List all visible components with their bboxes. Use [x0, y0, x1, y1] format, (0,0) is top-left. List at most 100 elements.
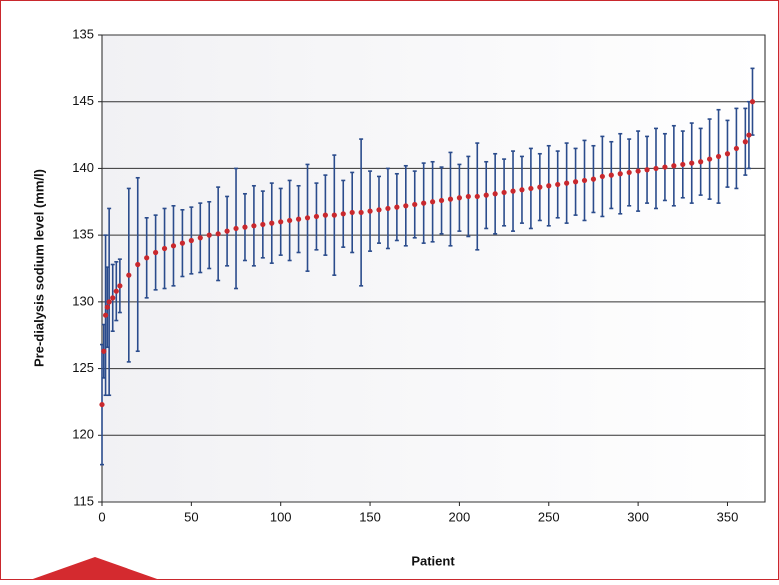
data-point — [110, 295, 116, 301]
data-point — [564, 180, 570, 186]
y-tick-label: 115 — [73, 493, 94, 508]
data-point — [635, 168, 641, 174]
x-tick-label: 150 — [359, 509, 381, 524]
data-point — [251, 223, 257, 229]
y-tick-label: 145 — [72, 93, 94, 108]
data-point — [224, 228, 230, 234]
data-point — [295, 216, 302, 222]
data-point — [153, 249, 159, 256]
data-point — [680, 161, 686, 168]
data-point — [510, 188, 516, 194]
data-point — [394, 204, 400, 210]
data-point — [617, 171, 623, 177]
y-axis-label: Pre-dialysis sodium level (mm/l) — [31, 169, 46, 367]
data-point — [438, 197, 445, 204]
data-point — [322, 212, 328, 218]
data-point — [113, 288, 119, 294]
data-point — [269, 220, 275, 226]
data-point — [260, 221, 266, 228]
data-point — [170, 243, 177, 249]
data-point — [430, 199, 436, 205]
data-point — [233, 225, 239, 232]
x-axis-label: Patient — [411, 553, 455, 568]
data-point — [546, 183, 552, 189]
y-tick-label: 140 — [72, 160, 94, 175]
data-point — [287, 217, 293, 224]
x-tick-label: 200 — [449, 509, 471, 524]
data-point — [313, 213, 320, 220]
data-point — [421, 200, 427, 206]
data-point — [135, 261, 141, 268]
data-point — [331, 212, 337, 218]
data-point — [742, 139, 748, 145]
data-point — [715, 153, 722, 160]
data-point — [501, 189, 507, 196]
data-point — [197, 235, 203, 241]
data-point — [340, 211, 346, 217]
data-point — [99, 401, 105, 408]
data-point — [698, 159, 704, 165]
data-point — [102, 312, 109, 318]
data-point — [385, 205, 391, 212]
data-point — [376, 207, 382, 213]
x-tick-label: 0 — [98, 509, 105, 524]
data-point — [626, 169, 632, 176]
data-point — [179, 240, 186, 246]
data-point — [689, 160, 695, 166]
x-tick-label: 250 — [538, 509, 560, 524]
data-point — [106, 299, 112, 305]
data-point — [528, 185, 534, 192]
data-point — [724, 151, 731, 157]
data-point — [101, 348, 107, 354]
data-point — [537, 184, 543, 190]
data-point — [707, 156, 713, 162]
data-point — [599, 173, 605, 180]
x-tick-label: 50 — [184, 509, 198, 524]
data-point — [349, 209, 355, 216]
data-point — [456, 195, 463, 201]
x-tick-label: 100 — [270, 509, 292, 524]
data-point — [358, 209, 364, 216]
y-tick-label: 130 — [72, 293, 94, 308]
data-point — [474, 193, 480, 200]
data-point — [555, 181, 561, 188]
data-point — [662, 164, 668, 170]
data-point — [492, 191, 498, 197]
data-point — [749, 99, 756, 105]
data-point — [644, 167, 650, 173]
data-point — [581, 177, 588, 184]
y-tick-label: 125 — [72, 360, 94, 375]
data-point — [104, 304, 110, 310]
data-point — [483, 192, 489, 198]
data-point — [215, 231, 221, 237]
data-point — [144, 255, 150, 261]
data-point — [403, 203, 409, 209]
data-point — [465, 193, 471, 200]
data-point — [412, 201, 418, 208]
data-point — [161, 245, 168, 252]
data-point — [519, 187, 525, 193]
data-point — [367, 208, 373, 214]
data-point — [653, 165, 659, 172]
x-tick-label: 300 — [627, 509, 649, 524]
data-point — [117, 283, 123, 289]
data-point — [188, 237, 194, 244]
data-point — [278, 219, 284, 225]
data-point — [608, 172, 614, 178]
data-point — [572, 179, 579, 185]
data-point — [206, 232, 212, 238]
data-point — [746, 132, 752, 138]
x-tick-label: 350 — [717, 509, 739, 524]
decoration — [30, 557, 160, 580]
data-point — [671, 163, 677, 169]
data-point — [447, 196, 454, 202]
data-point — [590, 176, 597, 182]
y-tick-label: 120 — [72, 427, 94, 442]
y-tick-label: 135 — [72, 227, 94, 242]
data-point — [242, 224, 248, 230]
data-point — [733, 145, 740, 152]
data-point — [126, 272, 132, 278]
y-tick-label: 135 — [72, 26, 94, 41]
